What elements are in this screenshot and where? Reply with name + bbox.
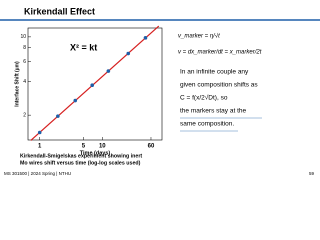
caption-line: Kirkendall-Smigelskas experiment showing… xyxy=(20,153,142,159)
y-tick-label: 8 xyxy=(23,45,26,51)
y-axis-label: Interface Shift (µm) xyxy=(14,61,20,107)
body-line: C = f(x/2√Dt), so xyxy=(180,94,228,102)
y-tick-label: 10 xyxy=(20,34,26,40)
body-line: the markers stay at the xyxy=(180,108,246,115)
data-point xyxy=(90,83,95,88)
body-line: In an infinite couple any xyxy=(180,69,249,76)
x-tick-label: 1 xyxy=(38,144,42,150)
equation: v_marker = η/√t xyxy=(178,33,220,40)
data-point xyxy=(143,36,148,40)
x-axis-label: Time (days) xyxy=(80,150,111,156)
data-point xyxy=(56,114,60,118)
slide: Kirkendall Effect 2 4 6 8 10 1 5 10 60 Time (days… xyxy=(0,6,320,176)
plot-frame xyxy=(27,27,163,141)
footer-course: MS 301500 | 2024 Spring | NTHU xyxy=(4,171,71,176)
x-tick-label: 10 xyxy=(99,144,106,150)
x-tick-label: 5 xyxy=(82,144,86,150)
fit-line xyxy=(30,25,160,141)
y-tick-label: 2 xyxy=(23,112,26,118)
annotation: X² = kt xyxy=(70,42,97,52)
data-point xyxy=(106,69,111,73)
x-tick-label: 60 xyxy=(148,144,155,150)
y-tick-label: 6 xyxy=(23,59,26,65)
footer-page: 59 xyxy=(309,171,315,176)
chart: 2 4 6 8 10 1 5 10 60 Time (days) Interface Shift (… xyxy=(14,25,160,156)
body-line: given composition shifts as xyxy=(180,82,258,89)
data-point xyxy=(126,51,131,56)
caption-line: Mo wires shift versus time (log-log scal… xyxy=(20,160,141,166)
body-line: same composition. xyxy=(180,121,234,128)
data-point xyxy=(73,98,78,103)
equation: v = dx_marker/dt = x_marker/2t xyxy=(178,50,262,56)
slide-title: Kirkendall Effect xyxy=(24,6,95,16)
y-tick-label: 4 xyxy=(23,79,26,85)
data-point xyxy=(37,130,42,135)
